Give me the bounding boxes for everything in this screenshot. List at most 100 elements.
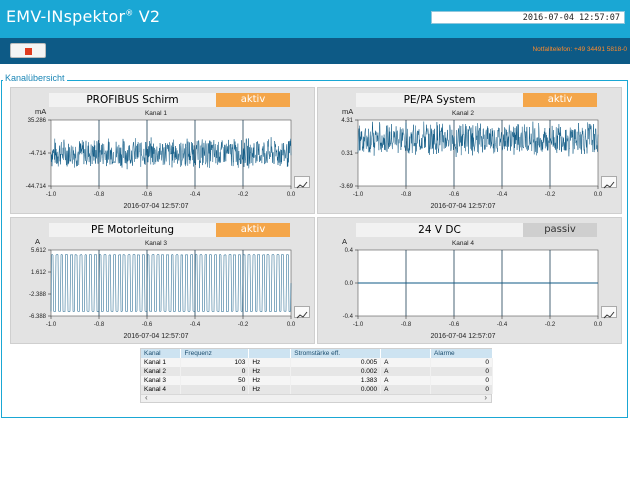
col-stromstaerke[interactable]: Stromstärke eff. — [290, 349, 382, 358]
x-tick-label: -0.2 — [238, 192, 249, 198]
col-alarme[interactable]: Alarme — [430, 349, 493, 358]
y-tick-label: -4.714 — [29, 151, 47, 157]
registered-mark: ® — [125, 8, 134, 18]
x-tick-label: -0.8 — [401, 192, 412, 198]
cell-frequenz-unit: Hz — [248, 367, 292, 376]
cell-kanal: Kanal 2 — [141, 367, 182, 376]
table-row[interactable]: Kanal 1 103 Hz 0.005 A 0 — [141, 358, 493, 367]
cell-stromstaerke: 0.005 — [290, 358, 382, 367]
channel-status-badge[interactable]: aktiv — [216, 93, 290, 107]
channel-name: PE/PA System — [356, 93, 523, 107]
channel-overview-frame — [1, 80, 628, 418]
scroll-left-icon[interactable]: ‹ — [145, 393, 148, 402]
y-tick-label: -44.714 — [26, 184, 47, 190]
x-tick-label: -0.4 — [497, 322, 508, 328]
cell-frequenz-unit: Hz — [248, 376, 292, 385]
channel-name: PROFIBUS Schirm — [49, 93, 216, 107]
signal-line — [357, 121, 599, 158]
emergency-phone: Notfalltelefon: +49 34491 5818-0 — [532, 46, 627, 53]
chart-trend-icon — [296, 181, 308, 189]
cell-kanal: Kanal 1 — [141, 358, 182, 367]
x-tick-label: -0.4 — [190, 322, 201, 328]
x-tick-label: -0.4 — [190, 192, 201, 198]
col-frequenz-unit — [248, 349, 292, 358]
x-tick-label: -0.6 — [142, 192, 153, 198]
col-stromstaerke-unit — [380, 349, 432, 358]
cell-frequenz: 0 — [180, 385, 250, 394]
stop-icon — [25, 48, 32, 55]
table-row[interactable]: Kanal 3 50 Hz 1.383 A 0 — [141, 376, 493, 385]
channel-panel-2: PE/PA System aktiv Kanal 2 mA 2016-07-04 12:… — [317, 87, 622, 214]
channel-chart: -1.0 -0.8 -0.6 -0.4 -0.2 0.0 35.286 -4.714 -44.7… — [26, 118, 296, 198]
col-kanal[interactable]: Kanal — [141, 349, 182, 358]
x-tick-label: -1.0 — [353, 192, 364, 198]
y-tick-label: 0.31 — [341, 151, 353, 157]
channel-status-badge[interactable]: aktiv — [216, 223, 290, 237]
x-tick-label: 0.0 — [287, 322, 296, 328]
y-tick-label: 1.612 — [31, 270, 47, 276]
stop-button[interactable] — [10, 43, 46, 58]
y-tick-label: 0.4 — [345, 248, 354, 254]
y-unit-label: mA — [342, 107, 354, 116]
cell-stromstaerke-unit: A — [380, 358, 432, 367]
table-row[interactable]: Kanal 4 0 Hz 0.000 A 0 — [141, 385, 493, 394]
cell-frequenz-unit: Hz — [248, 385, 292, 394]
chart-trend-icon — [603, 311, 615, 319]
cell-kanal: Kanal 3 — [141, 376, 182, 385]
chart-options-button[interactable] — [601, 306, 617, 319]
channel-label: Kanal 1 — [144, 110, 168, 117]
chart-options-button[interactable] — [294, 176, 310, 189]
cell-stromstaerke: 1.383 — [290, 376, 382, 385]
chart-options-button[interactable] — [601, 176, 617, 189]
channel-status-badge[interactable]: aktiv — [523, 93, 597, 107]
cell-stromstaerke-unit: A — [380, 367, 432, 376]
scroll-right-icon[interactable]: › — [484, 393, 487, 402]
y-tick-label: 4.31 — [341, 118, 353, 124]
cell-stromstaerke-unit: A — [380, 376, 432, 385]
x-tick-label: -1.0 — [46, 322, 57, 328]
table-scrollbar[interactable]: ‹ › — [141, 393, 491, 402]
channel-panel-3: PE Motorleitung aktiv Kanal 3 A 2016-07-04 1… — [10, 217, 315, 344]
cell-stromstaerke: 0.000 — [290, 385, 382, 394]
cell-frequenz-unit: Hz — [248, 358, 292, 367]
cell-kanal: Kanal 4 — [141, 385, 182, 394]
x-tick-label: -0.6 — [142, 322, 153, 328]
table-row[interactable]: Kanal 2 0 Hz 0.002 A 0 — [141, 367, 493, 376]
table-header-row: Kanal Frequenz Stromstärke eff. Alarme — [141, 349, 493, 358]
section-title: Kanalübersicht — [3, 73, 67, 83]
channel-panel-1: PROFIBUS Schirm aktiv Kanal 1 mA 2016-07-04 … — [10, 87, 315, 214]
chart-options-button[interactable] — [294, 306, 310, 319]
channel-chart: -1.0 -0.8 -0.6 -0.4 -0.2 0.0 0.4 0.0 -0.4 — [343, 248, 603, 328]
y-unit-label: A — [35, 237, 41, 246]
app-header: EMV-INspektor® V2 2016-07-04 12:57:07 — [0, 0, 630, 38]
cell-frequenz: 50 — [180, 376, 250, 385]
cell-alarme: 0 — [430, 358, 493, 367]
channel-chart: -1.0 -0.8 -0.6 -0.4 -0.2 0.0 4.31 0.31 -3.69 — [339, 118, 603, 198]
col-frequenz[interactable]: Frequenz — [180, 349, 250, 358]
x-tick-label: -0.6 — [449, 322, 460, 328]
y-tick-label: -0.4 — [343, 314, 354, 320]
cell-alarme: 0 — [430, 376, 493, 385]
cell-alarme: 0 — [430, 385, 493, 394]
chart-timestamp: 2016-07-04 12:57:07 — [430, 333, 496, 340]
x-tick-label: -0.4 — [497, 192, 508, 198]
channel-panel-4: 24 V DC passiv Kanal 4 A 2016-07-04 12:57:07… — [317, 217, 622, 344]
cell-stromstaerke: 0.002 — [290, 367, 382, 376]
channel-table: Kanal Frequenz Stromstärke eff. Alarme K… — [140, 348, 493, 403]
x-tick-label: -0.2 — [545, 192, 556, 198]
channel-name: 24 V DC — [356, 223, 523, 237]
signal-line — [50, 137, 292, 170]
x-tick-label: 0.0 — [594, 322, 603, 328]
y-tick-label: -2.388 — [29, 292, 47, 298]
chart-timestamp: 2016-07-04 12:57:07 — [123, 203, 189, 210]
y-tick-label: 5.612 — [31, 248, 47, 254]
x-tick-label: -0.8 — [94, 322, 105, 328]
cell-stromstaerke-unit: A — [380, 385, 432, 394]
channel-chart: -1.0 -0.8 -0.6 -0.4 -0.2 0.0 5.612 1.612 -2.388 -… — [29, 248, 296, 328]
y-unit-label: A — [342, 237, 348, 246]
x-tick-label: 0.0 — [287, 192, 296, 198]
x-tick-label: -0.8 — [94, 192, 105, 198]
channel-label: Kanal 3 — [144, 240, 168, 247]
channel-status-badge[interactable]: passiv — [523, 223, 597, 237]
y-tick-label: 0.0 — [345, 281, 354, 287]
